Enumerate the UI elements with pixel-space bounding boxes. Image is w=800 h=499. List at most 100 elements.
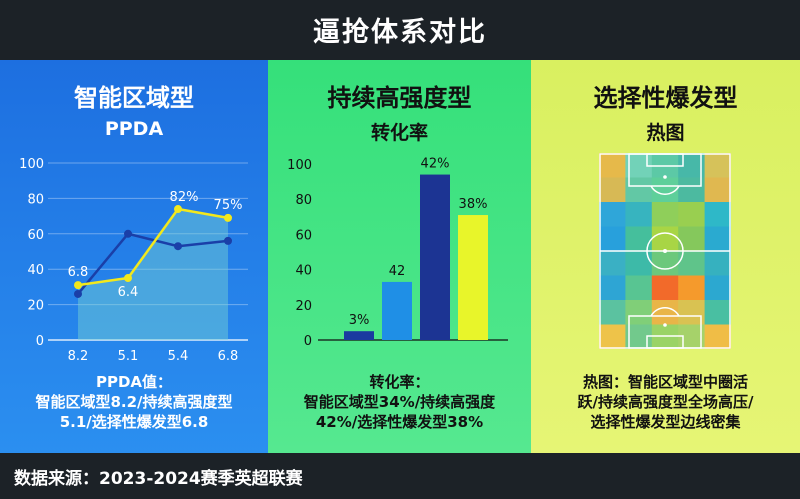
- center-circle: [646, 232, 684, 270]
- panel-note: 热图：智能区域型中圈活 跃/持续高强度型全场高压/ 选择性爆发型边线密集: [539, 372, 792, 432]
- y-tick-label: 80: [295, 193, 312, 208]
- data-point: [174, 242, 182, 251]
- bar-value-label: 42%: [421, 157, 450, 172]
- heat-cell: [599, 275, 626, 301]
- y-tick-label: 80: [27, 192, 44, 207]
- goal-box-bottom: [646, 335, 684, 349]
- data-point: [174, 205, 182, 214]
- penalty-spot-bottom: [663, 323, 667, 327]
- heat-cell: [651, 300, 679, 325]
- note-line: 转化率：: [369, 373, 430, 391]
- heat-cell: [704, 324, 731, 349]
- note-line: 跃/持续高强度型全场高压/: [577, 393, 754, 411]
- heat-cell: [704, 202, 731, 227]
- heat-cell: [704, 300, 731, 325]
- data-label: 82%: [170, 190, 199, 205]
- ppda-line-chart: 0 20 40 60 80 100 8.2 5.1 5.4 6.8 6.8 6.4 82% 75%: [19, 157, 248, 364]
- bar: [382, 281, 412, 340]
- panel-subtitle: 热图: [646, 122, 685, 144]
- y-tick-label: 20: [27, 299, 44, 314]
- data-point: [224, 236, 232, 245]
- heat-cell: [651, 275, 679, 301]
- heat-cell: [599, 300, 626, 325]
- note-line: PPDA值：: [95, 373, 173, 391]
- pitch-heatmap: [599, 153, 731, 349]
- panel-title: 智能区域型: [74, 84, 194, 112]
- data-point: [124, 229, 132, 238]
- data-label: 6.4: [118, 285, 139, 300]
- heat-cell: [678, 275, 706, 301]
- heat-cell: [625, 202, 653, 227]
- x-tick-label: 5.1: [118, 349, 139, 364]
- heat-cell: [651, 226, 679, 252]
- goal-box-top: [646, 153, 684, 167]
- bar: [344, 331, 374, 340]
- heat-cell: [704, 153, 731, 178]
- y-tick-label: 40: [295, 264, 312, 279]
- heat-cell: [704, 226, 731, 252]
- heat-cell: [599, 324, 626, 349]
- heat-cell: [599, 153, 626, 178]
- heat-cell: [651, 251, 679, 276]
- panel-note: 转化率： 智能区域型34%/持续高强度 42%/选择性爆发型38%: [276, 372, 523, 432]
- center-spot: [663, 249, 667, 253]
- note-line: 选择性爆发型边线密集: [590, 413, 741, 431]
- y-tick-label: 100: [287, 158, 312, 173]
- bar: [458, 215, 488, 340]
- panel-subtitle: 转化率: [370, 122, 428, 144]
- y-tick-label: 60: [27, 228, 44, 243]
- data-point: [124, 274, 132, 283]
- note-line: 智能区域型34%/持续高强度: [303, 393, 496, 411]
- y-tick-label: 0: [36, 334, 44, 349]
- panel-title: 选择性爆发型: [593, 84, 738, 112]
- heat-cell: [651, 202, 679, 227]
- note-line: 42%/选择性爆发型38%: [315, 413, 484, 431]
- heat-cell: [704, 251, 731, 276]
- y-tick-label: 40: [27, 263, 44, 278]
- series-line: [77, 207, 229, 287]
- heat-cell: [625, 177, 653, 203]
- note-line: 热图：智能区域型中圈活: [582, 373, 748, 391]
- penalty-arc-top: [650, 185, 680, 195]
- panel-title: 持续高强度型: [327, 84, 472, 112]
- heat-cell: [625, 226, 653, 252]
- data-label: 6.8: [68, 265, 89, 280]
- y-tick-label: 60: [295, 228, 312, 243]
- heat-cell: [599, 177, 626, 203]
- conversion-bar-chart: 0 20 40 60 80 100 3% 42 42% 38%: [287, 157, 508, 349]
- bar-value-label: 42: [389, 264, 406, 279]
- panel-ppda: 智能区域型 PPDA 0 20 40 60 80 100 8.2 5.1 5.4 6.8 6.8 6.…: [0, 60, 268, 453]
- data-source-footer: 数据来源：2023-2024赛季英超联赛: [0, 453, 800, 499]
- series-line: [77, 232, 229, 295]
- panel-conversion: 持续高强度型 转化率 0 20 40 60 80 100 3% 42 42% 38% 转化率： 智…: [268, 60, 531, 453]
- panel-subtitle: PPDA: [104, 118, 164, 140]
- note-line: 5.1/选择性爆发型6.8: [59, 413, 209, 431]
- area-fill: [78, 209, 228, 340]
- y-tick-label: 20: [295, 299, 312, 314]
- heat-cell: [704, 177, 731, 203]
- note-line: 智能区域型8.2/持续高强度型: [35, 393, 233, 411]
- heat-cell: [599, 226, 626, 252]
- x-tick-label: 5.4: [168, 349, 189, 364]
- bar-value-label: 38%: [459, 197, 488, 212]
- bar-value-label: 3%: [349, 313, 370, 328]
- data-point: [74, 281, 82, 290]
- bar: [420, 174, 450, 340]
- penalty-spot-top: [663, 175, 667, 179]
- y-tick-label: 0: [304, 334, 312, 349]
- panel-heatmap: 选择性爆发型 热图 热图：智能区域型中圈活 跃/持续高强度型全场高压/ 选择性爆…: [531, 60, 800, 453]
- panel-note: PPDA值： 智能区域型8.2/持续高强度型 5.1/选择性爆发型6.8: [8, 372, 260, 432]
- data-label: 75%: [214, 198, 243, 213]
- heat-cell: [625, 300, 653, 325]
- heat-cell: [625, 251, 653, 276]
- x-tick-label: 6.8: [218, 349, 239, 364]
- data-point: [74, 289, 82, 298]
- main-title: 逼抢体系对比: [313, 16, 487, 48]
- heat-cell: [678, 202, 706, 227]
- heat-cell: [599, 251, 626, 276]
- heat-cell: [704, 275, 731, 301]
- x-tick-label: 8.2: [68, 349, 89, 364]
- heat-cell: [599, 202, 626, 227]
- heat-cell: [651, 177, 679, 203]
- penalty-arc-bottom: [650, 307, 680, 317]
